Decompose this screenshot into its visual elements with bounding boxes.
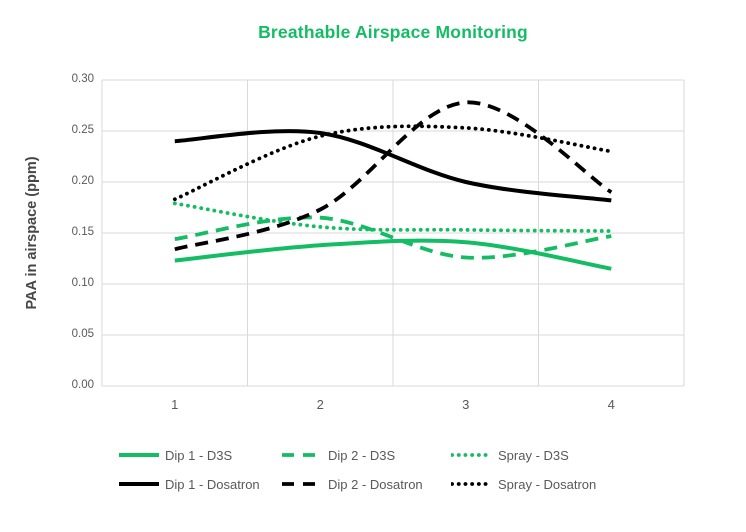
legend-item-dip-1---dosatron: Dip 1 - Dosatron bbox=[118, 475, 281, 493]
series-line-dip-1---d3s bbox=[174, 238, 612, 271]
legend-item-spray---dosatron: Spray - Dosatron bbox=[451, 475, 636, 493]
legend-label: Dip 1 - Dosatron bbox=[165, 476, 260, 492]
x-tick-label: 2 bbox=[316, 397, 324, 412]
series-line-dip-2---d3s bbox=[174, 215, 612, 260]
series-line-spray---dosatron bbox=[172, 124, 614, 202]
y-tick-label: 0.30 bbox=[71, 73, 94, 85]
legend-swatch-dotted bbox=[451, 482, 493, 486]
legend-label: Spray - D3S bbox=[498, 447, 569, 463]
legend-item-spray---d3s: Spray - D3S bbox=[451, 446, 636, 464]
legend-swatch-solid bbox=[119, 482, 159, 486]
y-tick-label: 0.00 bbox=[71, 379, 94, 391]
x-tick-label: 1 bbox=[171, 397, 179, 412]
y-tick-label: 0.05 bbox=[71, 328, 94, 340]
legend-label: Dip 1 - D3S bbox=[165, 447, 233, 463]
legend-item-dip-1---d3s: Dip 1 - D3S bbox=[118, 446, 281, 464]
legend-item-dip-2---d3s: Dip 2 - D3S bbox=[281, 446, 451, 464]
x-tick-label: 4 bbox=[607, 397, 615, 412]
legend-swatch-dashed bbox=[282, 482, 322, 486]
legend-item-dip-2---dosatron: Dip 2 - Dosatron bbox=[281, 475, 451, 493]
y-tick-label: 0.20 bbox=[71, 175, 94, 187]
x-tick-label: 3 bbox=[462, 397, 470, 412]
legend-swatch-dotted bbox=[451, 453, 493, 457]
legend: Dip 1 - D3S Dip 2 - D3S Spray - D3S Dip 1 -… bbox=[118, 446, 658, 493]
legend-swatch-solid bbox=[119, 453, 159, 457]
series-line-dip-1---dosatron bbox=[174, 129, 612, 203]
y-tick-label: 0.25 bbox=[71, 124, 94, 136]
legend-label: Spray - Dosatron bbox=[498, 476, 597, 492]
y-tick-label: 0.10 bbox=[71, 277, 94, 289]
y-tick-label: 0.15 bbox=[71, 226, 94, 238]
chart-title: Breathable Airspace Monitoring bbox=[258, 22, 528, 42]
series-line-spray---d3s bbox=[172, 201, 614, 233]
legend-label: Dip 2 - Dosatron bbox=[328, 476, 423, 492]
legend-label: Dip 2 - D3S bbox=[328, 447, 396, 463]
legend-swatch-dashed bbox=[282, 453, 322, 457]
